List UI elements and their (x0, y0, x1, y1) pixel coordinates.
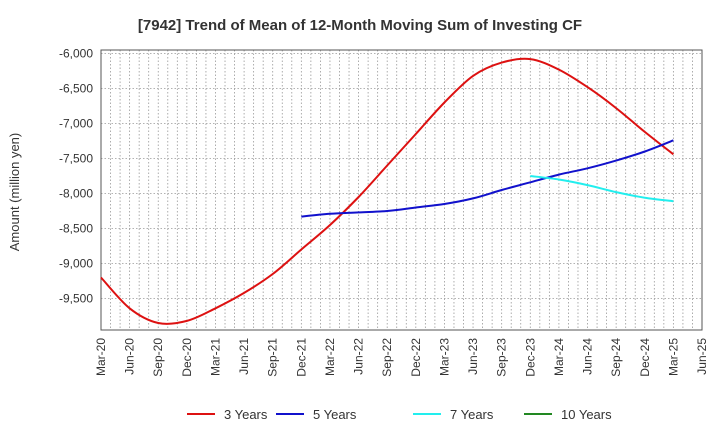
x-tick-label: Jun-23 (466, 338, 480, 375)
y-tick-label: -9,500 (59, 292, 93, 306)
x-tick-label: Mar-22 (323, 338, 337, 376)
series-line-5-years (301, 139, 674, 218)
legend-label-7-years: 7 Years (450, 407, 494, 422)
y-tick-label: -8,500 (59, 222, 93, 236)
x-tick-label: Sep-23 (495, 338, 509, 377)
legend-label-5-years: 5 Years (313, 407, 357, 422)
y-tick-label: -6,000 (59, 47, 93, 61)
y-tick-label: -7,500 (59, 152, 93, 166)
y-tick-label: -7,000 (59, 117, 93, 131)
grid (100, 50, 703, 330)
y-tick-label: -6,500 (59, 82, 93, 96)
x-tick-label: Sep-22 (380, 338, 394, 377)
x-tick-label: Dec-21 (294, 338, 308, 377)
legend-label-3-years: 3 Years (224, 407, 268, 422)
x-tick-label: Dec-23 (523, 338, 537, 377)
x-tick-label: Dec-24 (638, 338, 652, 377)
series-line-7-years (530, 175, 674, 203)
x-tick-label: Sep-24 (609, 338, 623, 377)
x-tick-label: Jun-24 (581, 338, 595, 375)
x-tick-label: Jun-20 (123, 338, 137, 375)
x-tick-label: Mar-21 (208, 338, 222, 376)
x-tick-label: Dec-22 (409, 338, 423, 377)
x-tick-label: Jun-21 (237, 338, 251, 375)
y-axis-label: Amount (million yen) (7, 133, 22, 252)
x-tick-label: Mar-20 (94, 338, 108, 376)
series-line-3-years (100, 57, 675, 325)
x-tick-label: Mar-25 (666, 338, 680, 376)
x-tick-label: Mar-24 (552, 338, 566, 376)
y-axis: -6,000 -6,500 -7,000 -7,500 -8,000 -8,500 -9,0… (59, 47, 93, 306)
x-tick-label: Mar-23 (437, 338, 451, 376)
series-lines (100, 57, 675, 325)
x-tick-label: Jun-22 (352, 338, 366, 375)
legend: 3 Years 5 Years 7 Years 10 Years (187, 407, 612, 422)
y-tick-label: -9,000 (59, 257, 93, 271)
x-tick-label: Jun-25 (695, 338, 709, 375)
y-tick-label: -8,000 (59, 187, 93, 201)
plot-area (100, 49, 703, 331)
legend-label-10-years: 10 Years (561, 407, 612, 422)
x-axis: Mar-20 Jun-20 Sep-20 Dec-20 Mar-21 Jun-21 Sep-… (94, 338, 709, 377)
x-tick-label: Sep-21 (266, 338, 280, 377)
chart-title: [7942] Trend of Mean of 12-Month Moving … (138, 17, 582, 34)
x-tick-label: Sep-20 (151, 338, 165, 377)
x-tick-label: Dec-20 (180, 338, 194, 377)
